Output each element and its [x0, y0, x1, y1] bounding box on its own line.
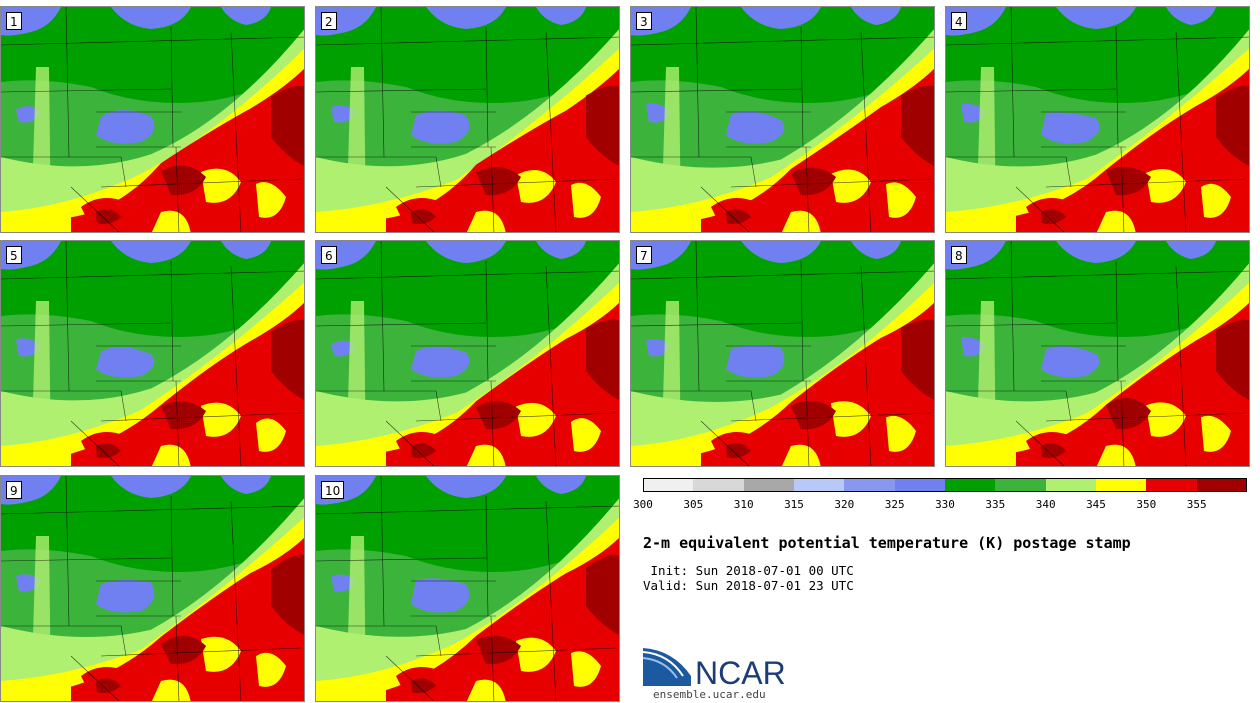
colorbar-tick-label: 345 [1086, 498, 1106, 511]
colorbar-segment [1146, 478, 1198, 492]
member-number-label: 8 [951, 246, 967, 264]
ncar-logo: NCAR [642, 646, 793, 692]
postage-stamp-panel: 5 [0, 240, 305, 467]
member-number-label: 4 [951, 12, 967, 30]
colorbar-tick-label: 330 [935, 498, 955, 511]
member-number-label: 5 [6, 246, 22, 264]
member-number-label: 10 [321, 481, 345, 499]
postage-stamp-panel: 3 [630, 6, 935, 233]
colorbar-tick-label: 315 [784, 498, 804, 511]
map-field [1, 241, 304, 466]
colorbar-segment [1196, 478, 1248, 492]
colorbar-tick-label: 310 [733, 498, 754, 511]
logo-text: NCAR [695, 655, 786, 688]
chart-title: 2-m equivalent potential temperature (K)… [643, 534, 1131, 552]
colorbar-segment [794, 478, 845, 492]
postage-stamp-panel: 10 [315, 475, 620, 702]
member-number-label: 3 [636, 12, 652, 30]
colorbar-segment [995, 478, 1047, 492]
colorbar-tick-label: 355 [1186, 498, 1207, 511]
map-field [1, 476, 304, 701]
colorbar-tick-label: 325 [884, 498, 905, 511]
colorbar-tick-label: 300 [633, 498, 653, 511]
member-number-label: 2 [321, 12, 337, 30]
colorbar-segment [1096, 478, 1147, 492]
member-number-label: 9 [6, 481, 22, 499]
map-field [1, 7, 304, 232]
map-field [316, 7, 619, 232]
colorbar-tick-label: 340 [1035, 498, 1056, 511]
map-field [631, 7, 934, 232]
map-field [316, 241, 619, 466]
colorbar-tick-label: 335 [985, 498, 1006, 511]
map-field [316, 476, 619, 701]
colorbar-tick-label: 305 [683, 498, 704, 511]
member-number-label: 7 [636, 246, 652, 264]
colorbar-segment [693, 478, 745, 492]
postage-stamp-panel: 8 [945, 240, 1250, 467]
colorbar-segment [643, 478, 694, 492]
postage-stamp-panel: 4 [945, 6, 1250, 233]
logo-url: ensemble.ucar.edu [653, 688, 766, 701]
map-field [631, 241, 934, 466]
colorbar-segment [894, 478, 946, 492]
colorbar-tick-label: 350 [1136, 498, 1157, 511]
colorbar-segment [1045, 478, 1097, 492]
member-number-label: 1 [6, 12, 22, 30]
postage-stamp-panel: 9 [0, 475, 305, 702]
postage-stamp-panel: 2 [315, 6, 620, 233]
colorbar-segment [844, 478, 896, 492]
postage-stamp-panel: 6 [315, 240, 620, 467]
colorbar-tick-label: 320 [834, 498, 855, 511]
colorbar-segment [743, 478, 795, 492]
postage-stamp-panel: 7 [630, 240, 935, 467]
valid-time: Valid: Sun 2018-07-01 23 UTC [643, 578, 854, 593]
map-field [946, 7, 1249, 232]
colorbar-segment [945, 478, 996, 492]
init-time: Init: Sun 2018-07-01 00 UTC [643, 563, 854, 578]
member-number-label: 6 [321, 246, 337, 264]
postage-stamp-panel: 1 [0, 6, 305, 233]
map-field [946, 241, 1249, 466]
